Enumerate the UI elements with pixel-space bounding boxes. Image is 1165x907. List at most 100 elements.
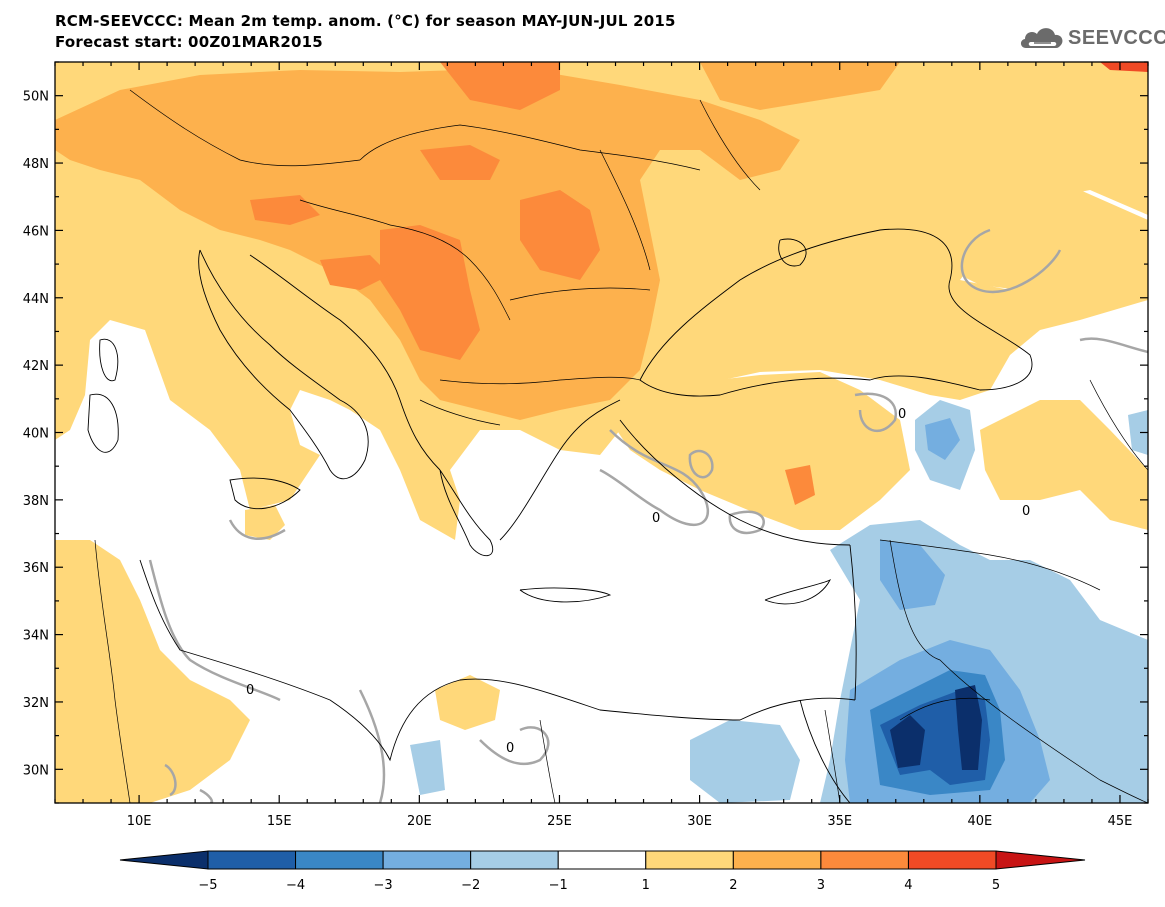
colorbar-label: 3 (817, 878, 825, 893)
coastlines (87, 228, 1033, 803)
colorbar-bin (732, 850, 822, 870)
zero-contour-label: 0 (652, 511, 660, 526)
anomaly-region-plus3-carpathian (520, 190, 600, 280)
colorbar-bin (820, 850, 909, 870)
border-line (94, 539, 131, 803)
zero-contour-label: 0 (506, 741, 514, 756)
lon-tick-label: 20E (407, 814, 432, 829)
colorbar-label: 4 (904, 878, 912, 893)
coast-turkey-south (619, 419, 851, 546)
lon-tick-label: 10E (127, 814, 152, 829)
coast-greece (439, 469, 493, 557)
lat-tick-label: 34N (23, 629, 49, 644)
coast-corsica (99, 338, 119, 382)
border-line (419, 399, 501, 426)
lat-tick-label: 48N (23, 157, 49, 172)
lat-tick-label: 50N (23, 90, 49, 105)
zero-contour-label: 0 (1022, 504, 1030, 519)
anomaly-region-minus1-egypt (690, 720, 800, 803)
colorbar-bin (382, 850, 472, 870)
border-line (509, 287, 651, 301)
border-line (699, 99, 761, 191)
lon-tick-label: 15E (267, 814, 292, 829)
axis-ticks (54, 61, 1149, 804)
lon-tick-label: 35E (827, 814, 852, 829)
coast-aegean (499, 399, 621, 541)
border-line (879, 539, 1101, 591)
coast-italy (198, 249, 369, 480)
coast-sicily (229, 477, 301, 510)
colorbar-label: 5 (992, 878, 1000, 893)
colorbar-max-extension (995, 850, 1086, 870)
coast-black-sea (639, 228, 1033, 397)
anomaly-region-plus3-poland (440, 62, 560, 110)
colorbar-label: −2 (461, 878, 480, 893)
anomaly-region-plus3-bosnia (320, 255, 390, 290)
coast-crete (519, 587, 612, 603)
anomaly-region-minus5-jordan (890, 715, 925, 768)
anomaly-region-minus2-turkey (925, 418, 960, 460)
border-line (824, 709, 841, 803)
border-line (889, 539, 1148, 803)
lon-tick-label: 30E (687, 814, 712, 829)
coast-red-sea (799, 699, 851, 803)
colorbar-label: 2 (729, 878, 737, 893)
zero-contour-label: 0 (898, 407, 906, 422)
anomaly-field (55, 62, 1148, 803)
colorbar-label: −1 (549, 878, 568, 893)
anomaly-region-plus3-slovenia (250, 195, 320, 225)
colorbar-label: −5 (198, 878, 217, 893)
colorbar-bin (557, 850, 647, 870)
anomaly-region-plus4-corner (1100, 62, 1148, 72)
anomaly-region-minus1-caspian (1128, 410, 1148, 455)
colorbar: −5 −4 −3 −2 −1 1 2 3 4 5 (119, 850, 1086, 893)
anomaly-region-plus1-sicily (245, 505, 285, 540)
anomaly-region-plus2-ne (700, 62, 900, 110)
coast-africa (139, 559, 856, 762)
lat-tick-label: 32N (23, 696, 49, 711)
border-line (599, 149, 651, 271)
colorbar-bin (907, 850, 997, 870)
zero-contour-labels: 0 0 0 0 0 (246, 407, 1030, 756)
anomaly-region-minus1-libya-east (410, 740, 445, 795)
lat-tick-label: 44N (23, 292, 49, 307)
border-line (439, 376, 641, 385)
anomaly-region-plus1-anatolia (610, 372, 910, 530)
anomaly-region-minus5-saudi (955, 685, 982, 770)
coast-levant (849, 544, 857, 701)
border-line (299, 199, 391, 226)
lat-tick-label: 30N (23, 763, 49, 778)
colorbar-bin (470, 850, 559, 870)
lat-tick-label: 36N (23, 561, 49, 576)
border-line (1089, 379, 1148, 471)
axis-labels: 10E 15E 20E 25E 30E 35E 40E 45E 30N 32N 34N 36N 38N 4… (23, 90, 1133, 829)
anomaly-region-plus1-iraq (980, 400, 1148, 530)
coast-cyprus (764, 578, 832, 605)
border-line (389, 224, 511, 321)
anomaly-region-plus1-libya (55, 540, 250, 803)
seevccc-logo: SEEVCCC (1018, 22, 1165, 52)
coast-adriatic-east (249, 254, 441, 471)
border-line (129, 89, 361, 167)
colorbar-bin (207, 850, 297, 870)
lon-tick-label: 40E (967, 814, 992, 829)
anomaly-region-plus3-slovakia (420, 145, 500, 180)
lat-tick-label: 40N (23, 427, 49, 442)
border-line (539, 719, 556, 803)
anomaly-region-plus1-cyrenaica (435, 675, 500, 730)
forecast-start-label: Forecast start: 00Z01MAR2015 (55, 33, 323, 51)
anomaly-region-plus3-pannonian (380, 225, 480, 360)
logo-text: SEEVCCC (1068, 27, 1165, 49)
zero-contour-label: 0 (246, 683, 254, 698)
colorbar-label: 1 (642, 878, 650, 893)
anomaly-region-plus3-turkey (785, 465, 815, 505)
lat-tick-label: 46N (23, 224, 49, 239)
border-line (899, 697, 991, 721)
colorbar-label: −4 (286, 878, 305, 893)
lon-tick-label: 25E (547, 814, 572, 829)
coast-sardinia (87, 393, 119, 453)
colorbar-bin (645, 850, 734, 870)
colorbar-label: −3 (374, 878, 393, 893)
anomaly-region-plus1-caucasus (950, 190, 1148, 295)
